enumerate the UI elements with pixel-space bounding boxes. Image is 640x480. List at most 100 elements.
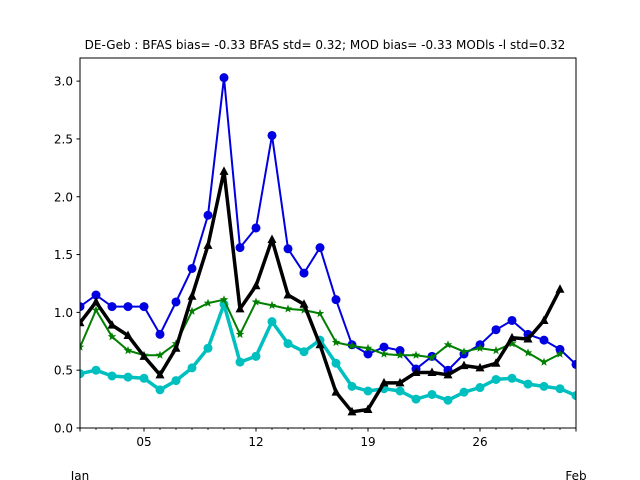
data-point (539, 335, 549, 345)
data-point (187, 263, 197, 273)
data-point (315, 243, 325, 253)
data-point (235, 357, 245, 367)
data-point (491, 325, 501, 335)
data-point (107, 320, 117, 329)
data-point (283, 339, 293, 349)
data-point (411, 350, 421, 359)
data-point (203, 343, 213, 353)
y-tick-label: 0.0 (54, 422, 73, 436)
data-point (123, 372, 133, 382)
data-point (571, 391, 576, 401)
data-point (80, 342, 85, 351)
data-point (427, 389, 437, 399)
data-point (523, 333, 533, 343)
data-point (411, 367, 421, 376)
data-point (379, 377, 389, 387)
data-point (491, 374, 501, 384)
data-point (379, 342, 389, 352)
data-point (139, 373, 149, 383)
series-3 (80, 295, 565, 366)
data-point (459, 360, 469, 370)
data-point (91, 290, 101, 300)
x-tick-label: 12 (248, 435, 263, 449)
data-point (80, 317, 85, 327)
data-point (155, 350, 165, 359)
data-point (555, 349, 565, 358)
data-point (443, 340, 453, 349)
x-tick-label: 19 (360, 435, 375, 449)
data-point (155, 385, 165, 395)
data-point (107, 371, 117, 381)
data-point (347, 381, 357, 391)
data-point (267, 130, 277, 140)
data-point (171, 343, 181, 352)
data-point (299, 268, 309, 278)
data-point (171, 376, 181, 386)
data-point (539, 381, 549, 391)
data-point (267, 317, 277, 327)
data-point (139, 351, 149, 360)
series-line (80, 169, 562, 414)
data-point (347, 341, 357, 350)
data-point (91, 296, 101, 306)
data-point (251, 297, 261, 306)
data-point (475, 362, 485, 372)
data-point (187, 363, 197, 373)
data-point (235, 329, 245, 338)
data-point (315, 309, 325, 318)
data-point (283, 244, 293, 254)
data-point (571, 359, 576, 369)
y-tick-label: 3.0 (54, 75, 73, 89)
x-tick-label: 26 (472, 435, 487, 449)
data-point (139, 302, 149, 312)
data-point (507, 332, 517, 342)
data-point (491, 358, 501, 367)
data-point (411, 394, 421, 404)
data-point (219, 166, 229, 175)
data-point (507, 339, 517, 348)
plot-frame (79, 57, 577, 429)
data-point (363, 349, 373, 359)
data-point (91, 365, 101, 375)
data-point (219, 73, 229, 83)
x-axis: 05 12 19 26 Jan Feb (70, 428, 587, 480)
data-point (123, 302, 133, 312)
data-point (395, 377, 405, 387)
data-point (251, 351, 261, 361)
data-point (155, 329, 165, 339)
data-point (155, 369, 165, 379)
data-point (251, 280, 261, 290)
data-point (507, 373, 517, 383)
data-point (267, 300, 277, 310)
data-point (187, 291, 197, 300)
data-point (251, 223, 261, 233)
data-point (363, 404, 373, 413)
data-point (555, 344, 565, 354)
data-point (443, 395, 453, 405)
data-point (123, 330, 133, 339)
data-point (299, 305, 309, 314)
data-point (443, 369, 453, 379)
y-tick-label: 1.0 (54, 306, 73, 320)
data-point (363, 343, 373, 352)
data-point (427, 353, 437, 362)
data-point (187, 306, 197, 315)
data-point (235, 303, 245, 313)
data-point (539, 315, 549, 324)
data-point (80, 369, 85, 379)
data-point (427, 367, 437, 376)
data-point (523, 348, 533, 357)
data-point (475, 383, 485, 393)
y-axis: 0.0 0.5 1.0 1.5 2.0 2.5 3.0 (54, 75, 80, 436)
y-tick-label: 2.0 (54, 190, 73, 204)
data-point (107, 332, 117, 341)
y-tick-label: 2.5 (54, 132, 73, 146)
data-point (123, 346, 133, 355)
data-point (283, 290, 293, 299)
data-point (107, 302, 117, 312)
series-layer (80, 73, 576, 416)
y-tick-label: 0.5 (54, 364, 73, 378)
data-point (363, 386, 373, 396)
data-point (491, 346, 501, 355)
